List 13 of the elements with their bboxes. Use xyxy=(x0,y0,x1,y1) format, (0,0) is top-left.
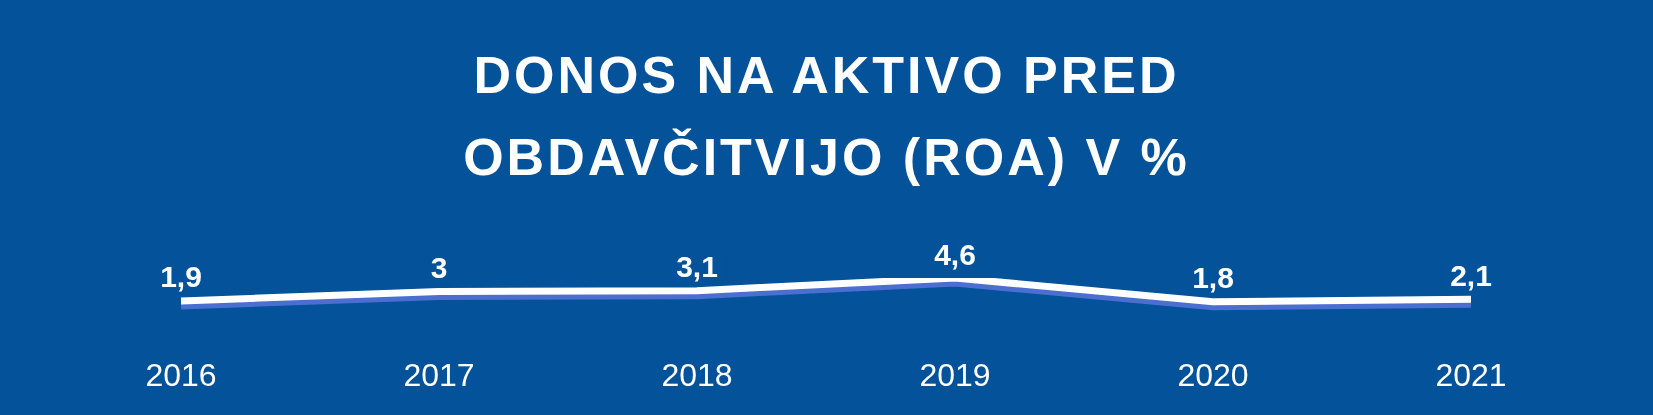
data-label: 1,8 xyxy=(1192,261,1234,295)
data-label: 3 xyxy=(430,251,448,285)
x-tick-label: 2016 xyxy=(145,356,217,393)
data-label: 2,1 xyxy=(1450,258,1492,292)
x-tick-label: 2020 xyxy=(1177,356,1249,393)
x-tick-label: 2019 xyxy=(919,356,991,393)
x-tick-label: 2018 xyxy=(661,356,733,393)
data-label: 4,6 xyxy=(934,237,976,271)
x-tick-label: 2021 xyxy=(1435,356,1507,393)
x-tick-label: 2017 xyxy=(403,356,475,393)
chart-title: DONOS NA AKTIVO PRED OBDAVČITVIJO (ROA) V % xyxy=(462,45,1191,188)
data-label: 1,9 xyxy=(160,260,202,294)
data-label: 3,1 xyxy=(676,250,718,284)
